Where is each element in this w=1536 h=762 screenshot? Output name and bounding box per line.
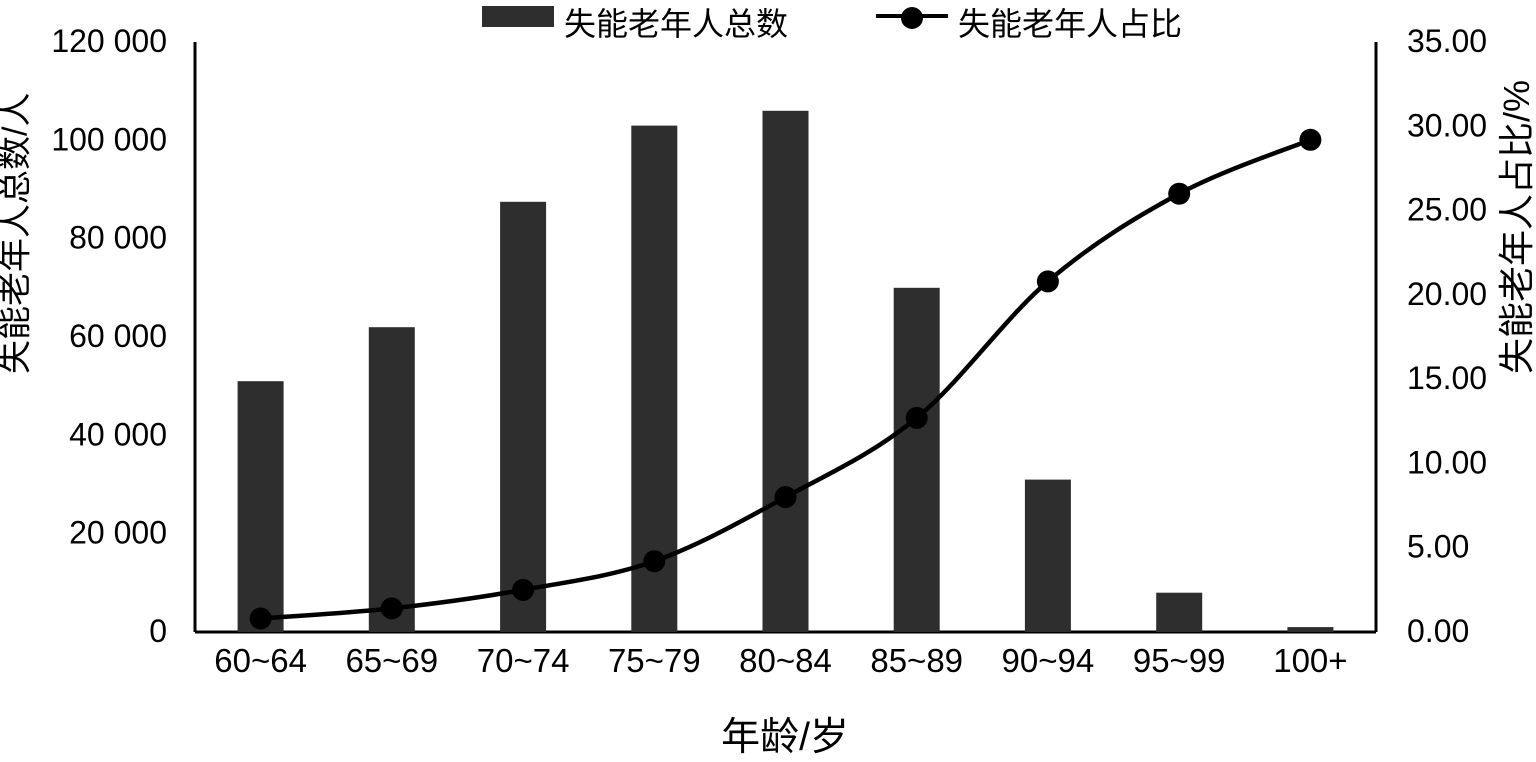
svg-text:0.00: 0.00 [1407,613,1469,649]
svg-text:60 000: 60 000 [69,318,167,354]
svg-text:80~84: 80~84 [739,642,832,679]
svg-text:30.00: 30.00 [1407,107,1487,143]
svg-text:100 000: 100 000 [51,121,167,157]
svg-text:5.00: 5.00 [1407,529,1469,565]
svg-text:60~64: 60~64 [214,642,307,679]
svg-text:25.00: 25.00 [1407,192,1487,228]
svg-text:0: 0 [149,613,167,649]
svg-text:20.00: 20.00 [1407,276,1487,312]
svg-text:95~99: 95~99 [1133,642,1226,679]
svg-text:65~69: 65~69 [345,642,438,679]
svg-text:40 000: 40 000 [69,416,167,452]
svg-text:80 000: 80 000 [69,220,167,256]
svg-text:75~79: 75~79 [608,642,701,679]
svg-text:85~89: 85~89 [870,642,963,679]
svg-text:20 000: 20 000 [69,515,167,551]
svg-text:100+: 100+ [1273,642,1347,679]
svg-text:10.00: 10.00 [1407,444,1487,480]
svg-text:15.00: 15.00 [1407,360,1487,396]
svg-text:90~94: 90~94 [1002,642,1095,679]
svg-text:70~74: 70~74 [477,642,570,679]
